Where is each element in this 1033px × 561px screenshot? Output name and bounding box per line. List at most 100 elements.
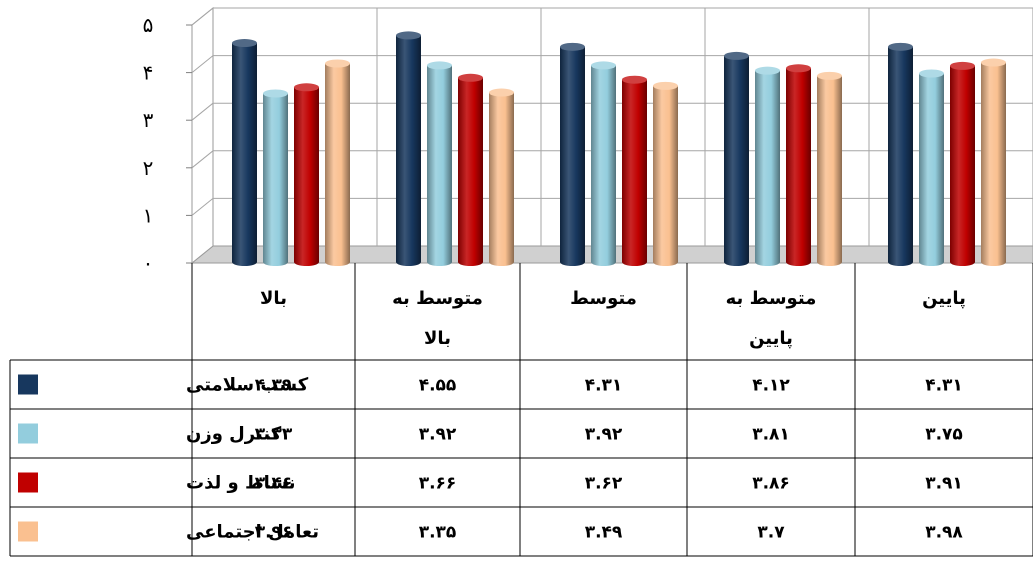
y-tick-label: ۳ [143,108,154,132]
data-label: ۴.۵۵ [419,376,457,396]
bar-body [755,70,780,266]
bar-top [325,59,350,68]
bar-top [396,31,421,40]
gridline-side [191,7,214,26]
y-tick-label: ۲ [143,156,154,180]
data-label: ۴.۳۹ [255,376,293,396]
data-label: ۳.۹۲ [585,425,623,445]
bar-body [950,65,975,266]
bar-top [817,71,842,80]
category-label: بالا [260,288,287,309]
y-tick-label: ۴ [143,61,154,85]
bar-top [919,69,944,78]
y-tick-label: ۵ [143,13,154,37]
bar [653,81,678,266]
data-label: ۳.۹۸ [925,523,963,543]
data-label: ۳.۷۵ [925,425,963,445]
bar-top [724,51,749,60]
bar [263,89,288,266]
bar-top [622,75,647,84]
bar-top [294,83,319,92]
data-label: ۳.۹۶ [255,523,293,543]
category-label: پایین [922,288,966,309]
y-tick-label: ۱ [143,203,154,227]
bar-body [622,79,647,266]
data-label: ۳.۸۶ [752,474,790,494]
legend-label: نشاط و لذت [186,473,296,494]
bar-top [950,61,975,70]
bar-top [653,81,678,90]
bar [591,61,616,267]
gridline-side [191,198,214,216]
bar-body [325,63,350,267]
bar-body [888,46,913,267]
bar [232,39,257,267]
bar [489,88,514,266]
bar-top [786,64,811,73]
legend-label: تعامل اجتماعی [186,522,319,543]
gridline-side [191,150,214,169]
bar [427,61,452,267]
bar-body [786,68,811,266]
data-label: ۳.۹۱ [925,474,963,494]
bar-top [427,61,452,70]
bar-top [458,73,483,82]
bar-body [458,77,483,266]
bar [919,69,944,266]
bar [325,59,350,267]
bar [950,61,975,266]
data-label: ۳.۳۵ [419,523,457,543]
bar-top [489,88,514,97]
legend-swatch [18,423,38,444]
data-label: ۳.۹۲ [419,425,457,445]
category-label: متوسط [570,288,637,309]
data-label: ۴.۳۱ [925,376,963,396]
legend-swatch [18,374,38,395]
data-label: ۴.۱۲ [752,376,790,396]
legend-label: کنترل وزن [186,424,282,445]
bar-body [427,65,452,267]
bar-body [653,85,678,266]
y-tick-label: ۰ [143,251,154,275]
category-label: متوسط به [726,288,817,309]
chart-side-wall [191,6,214,265]
legend-swatch [18,472,38,493]
bar-top [263,89,288,98]
data-label: ۳.۴۶ [255,474,293,494]
category-label: پایین [749,328,793,349]
bar-body [396,35,421,266]
bar-top [888,42,913,51]
bar-body [919,73,944,266]
data-label: ۴.۳۱ [585,376,623,396]
data-label: ۳.۸۱ [752,425,790,445]
category-label: متوسط به [392,288,483,309]
bar-top [591,61,616,70]
bar-body [724,55,749,266]
data-label: ۳.۴۹ [585,523,623,543]
data-label: ۳.۶۶ [419,474,457,494]
bar-top [560,42,585,51]
bar-body [981,62,1006,266]
data-label: ۳.۷ [757,523,785,543]
gridline-side [191,102,214,121]
bar [817,71,842,266]
category-label: بالا [424,328,451,349]
legend-swatch [18,521,38,542]
bar [294,83,319,266]
bar [981,58,1006,266]
bar-body [560,46,585,267]
bar-body [489,92,514,266]
data-label: ۳.۶۲ [585,474,623,494]
bar-body [591,65,616,267]
bar-body [817,75,842,266]
bar-top [981,58,1006,67]
bar [888,42,913,267]
bar [786,64,811,266]
bar [724,51,749,266]
bar [560,42,585,267]
bar-top [755,66,780,75]
legend-label: کسب سلامتی [186,375,309,396]
bar-top [232,39,257,48]
gridline-side [191,55,214,73]
